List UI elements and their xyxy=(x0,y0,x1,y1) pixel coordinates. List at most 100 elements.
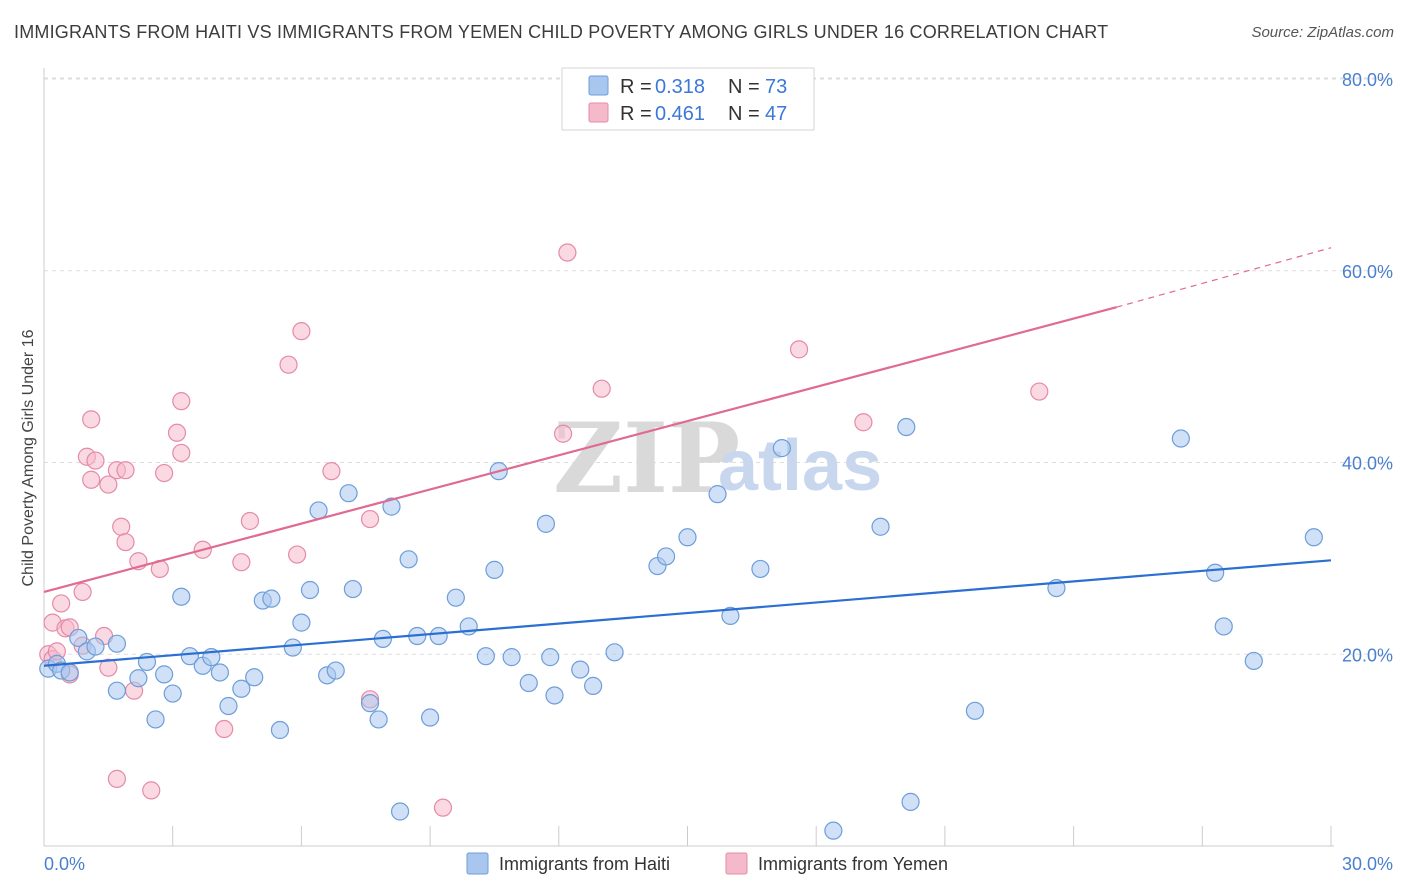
haiti-point-69 xyxy=(1206,563,1225,582)
yemen-point-8 xyxy=(73,582,92,602)
correlation-legend: R = 0.318 N = 73 R = 0.461 N = 47 xyxy=(561,67,815,131)
haiti-point-6 xyxy=(86,637,105,656)
bottom-legend-swatch-yemen xyxy=(725,852,748,875)
haiti-point-49 xyxy=(536,514,556,533)
legend-swatch-haiti xyxy=(588,75,609,96)
haiti-point-9 xyxy=(129,669,148,688)
haiti-point-34 xyxy=(369,710,388,729)
yemen-point-4 xyxy=(52,594,71,613)
haiti-point-61 xyxy=(772,439,791,458)
y-tick-label-80: 80.0% xyxy=(1342,70,1393,90)
y-tick-label-40: 40.0% xyxy=(1342,454,1393,474)
yemen-point-35 xyxy=(288,545,307,564)
legend-n-value-haiti: 73 xyxy=(765,76,787,98)
yemen-point-39 xyxy=(360,509,380,529)
yemen-point-40 xyxy=(433,798,453,817)
legend-n-value-yemen: 47 xyxy=(765,103,787,125)
yemen-point-42 xyxy=(558,243,577,262)
haiti-point-26 xyxy=(292,613,311,632)
y-tick-label-60: 60.0% xyxy=(1342,262,1393,282)
haiti-point-3 xyxy=(60,663,79,682)
yemen-point-33 xyxy=(240,511,260,531)
haiti-point-15 xyxy=(180,647,199,666)
yemen-trend-extension xyxy=(1116,247,1332,308)
haiti-trend-line xyxy=(43,559,1332,667)
trend-lines xyxy=(43,247,1332,667)
haiti-point-51 xyxy=(545,686,564,705)
yemen-point-45 xyxy=(854,413,873,432)
bottom-legend-swatch-haiti xyxy=(466,852,489,875)
yemen-point-34 xyxy=(279,355,298,374)
yemen-point-37 xyxy=(322,462,341,481)
haiti-point-72 xyxy=(1304,528,1323,547)
haiti-point-37 xyxy=(390,802,410,821)
haiti-point-14 xyxy=(172,587,191,606)
yemen-point-11 xyxy=(82,410,101,429)
legend-n-label-yemen: N = xyxy=(728,103,760,125)
x-tick-label-min: 0.0% xyxy=(44,854,85,874)
yemen-point-12 xyxy=(82,470,101,489)
haiti-point-36 xyxy=(382,497,401,516)
yemen-point-27 xyxy=(167,423,187,442)
haiti-point-44 xyxy=(476,647,495,666)
yemen-point-13 xyxy=(86,451,105,470)
legend-r-label-haiti: R = xyxy=(620,76,652,98)
haiti-point-30 xyxy=(326,661,345,680)
y-axis-tick-labels: 20.0% 40.0% 60.0% 80.0% xyxy=(1342,70,1393,665)
haiti-point-27 xyxy=(300,580,320,600)
series-legend: Immigrants from Haiti Immigrants from Ye… xyxy=(466,852,948,875)
haiti-point-64 xyxy=(897,417,916,437)
haiti-point-59 xyxy=(721,606,740,626)
yemen-point-26 xyxy=(155,463,174,483)
legend-swatch-yemen xyxy=(588,102,609,123)
haiti-point-66 xyxy=(965,701,985,720)
legend-r-value-haiti: 0.318 xyxy=(655,76,705,98)
haiti-point-31 xyxy=(339,484,358,503)
haiti-point-12 xyxy=(155,665,174,684)
x-tick-label-max: 30.0% xyxy=(1342,854,1393,874)
yemen-trend-line xyxy=(43,306,1117,593)
haiti-point-56 xyxy=(656,547,676,566)
haiti-point-41 xyxy=(429,626,448,646)
haiti-point-19 xyxy=(219,696,238,716)
x-axis-ticks xyxy=(172,826,1332,846)
haiti-point-47 xyxy=(502,648,521,667)
haiti-point-38 xyxy=(399,550,418,569)
haiti-point-57 xyxy=(678,528,697,547)
yemen-point-15 xyxy=(99,658,118,677)
haiti-point-45 xyxy=(485,560,504,579)
haiti-point-65 xyxy=(901,792,920,811)
yemen-points xyxy=(39,243,1049,817)
yemen-point-28 xyxy=(172,392,191,411)
haiti-point-8 xyxy=(107,681,127,700)
yemen-point-36 xyxy=(292,322,311,341)
yemen-point-41 xyxy=(553,424,573,443)
yemen-point-44 xyxy=(789,340,809,359)
haiti-point-33 xyxy=(360,694,380,713)
watermark-atlas: atlas xyxy=(718,426,882,506)
haiti-point-24 xyxy=(270,720,290,740)
legend-r-label-yemen: R = xyxy=(620,103,652,125)
yemen-point-16 xyxy=(99,475,118,494)
haiti-point-48 xyxy=(519,673,538,693)
haiti-point-68 xyxy=(1171,429,1190,448)
haiti-point-21 xyxy=(245,668,264,687)
haiti-point-40 xyxy=(421,708,440,727)
yemen-point-24 xyxy=(142,781,161,800)
haiti-point-4 xyxy=(69,628,88,648)
yemen-point-46 xyxy=(1030,382,1049,401)
yemen-point-21 xyxy=(116,532,135,552)
haiti-points xyxy=(39,417,1323,840)
legend-n-label-haiti: N = xyxy=(728,76,760,98)
yemen-point-43 xyxy=(592,379,611,398)
haiti-point-52 xyxy=(571,660,590,679)
haiti-point-18 xyxy=(210,663,229,682)
haiti-point-62 xyxy=(824,821,843,840)
y-tick-label-20: 20.0% xyxy=(1342,645,1393,665)
haiti-point-20 xyxy=(232,679,251,698)
haiti-point-32 xyxy=(343,579,362,599)
yemen-point-31 xyxy=(215,719,234,739)
yemen-point-32 xyxy=(232,553,251,572)
haiti-point-42 xyxy=(446,588,465,607)
haiti-point-54 xyxy=(605,643,624,662)
